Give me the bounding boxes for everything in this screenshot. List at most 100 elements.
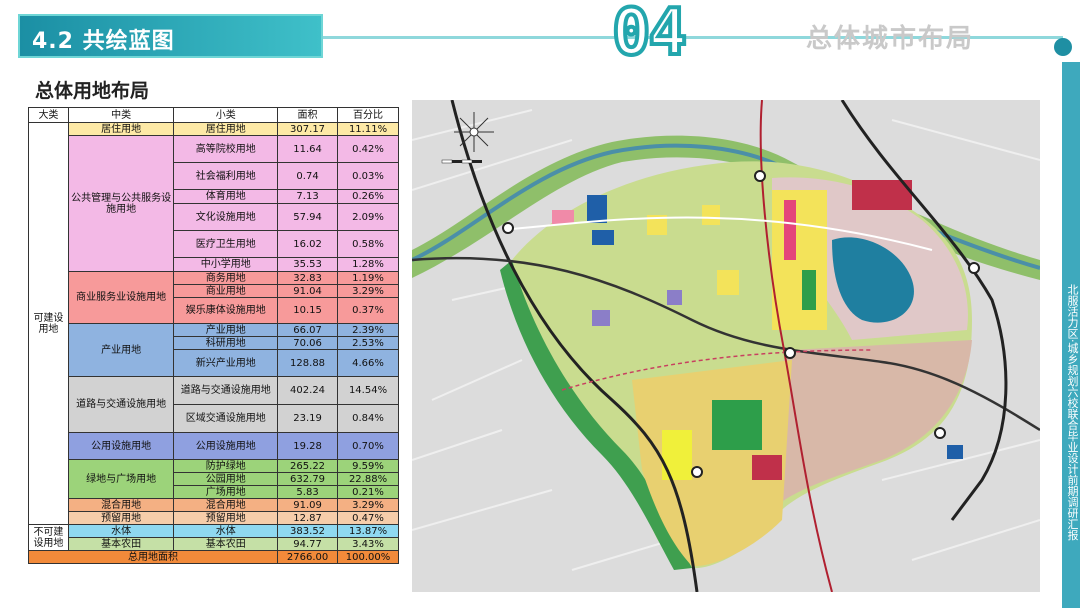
cell-sub: 预留用地 (173, 511, 279, 525)
mid-public: 公共管理与公共服务设施用地 (67, 135, 175, 272)
cell-pct: 0.21% (337, 485, 399, 499)
cell-pct: 9.59% (337, 459, 399, 473)
cell-area: 7.13 (277, 189, 339, 204)
table-row: 道路与交通设施用地 道路与交通设施用地 402.24 14.54% (29, 376, 399, 433)
cell-sub: 防护绿地 (173, 459, 279, 473)
cell-area: 66.07 (277, 323, 339, 337)
cell-pct: 0.58% (337, 230, 399, 258)
mid-utility: 公用设施用地 (67, 432, 175, 460)
table-row: 商业服务业设施用地 商务用地 32.83 1.19% (29, 271, 399, 324)
table-row: 公用设施用地 公用设施用地 19.28 0.70% (29, 432, 399, 460)
map-block-yellow-s (662, 430, 692, 480)
side-bar: 北服活力区·城乡规划六校联合毕业设计前期调研汇报 (1062, 62, 1080, 608)
table-row: 娱乐康体设施用地 10.15 0.37% (29, 297, 399, 324)
cell-pct: 0.26% (337, 189, 399, 204)
table-row: 文化设施用地 57.94 2.09% (29, 203, 399, 231)
cell-area: 19.28 (277, 432, 339, 460)
map-block-red (852, 180, 912, 210)
cell-area: 307.17 (277, 122, 339, 136)
decorative-dot (1054, 38, 1072, 56)
table-total-row: 总用地面积 2766.00 100.00% (27, 550, 399, 564)
cell-sub: 公用设施用地 (173, 432, 279, 460)
cell-pct: 4.66% (337, 349, 399, 377)
mid-industry: 产业用地 (67, 323, 175, 377)
cell-sub: 商业用地 (173, 284, 279, 298)
section-title: 总体城市布局 (806, 24, 975, 54)
cell-area: 32.83 (277, 271, 339, 285)
cell-sub: 医疗卫生用地 (173, 230, 279, 258)
map-urban-texture (412, 109, 1040, 571)
table-row: 新兴产业用地 128.88 4.66% (29, 349, 399, 377)
cell-sub: 新兴产业用地 (173, 349, 279, 377)
map-district-se (752, 340, 972, 510)
mid-green: 绿地与广场用地 (67, 459, 175, 499)
total-area: 2766.00 (277, 550, 339, 564)
cell-sub: 商务用地 (173, 271, 279, 285)
table-row: 公共管理与公共服务设施用地 高等院校用地 11.64 0.42% (29, 135, 399, 272)
cell-pct: 11.11% (337, 122, 399, 136)
cell-area: 57.94 (277, 203, 339, 231)
cell-area: 128.88 (277, 349, 339, 377)
table-row: 不可建设用地 水体 水体 383.52 13.87% (28, 524, 399, 551)
header-subclass: 小类 (173, 107, 279, 123)
map-park-south (712, 400, 762, 450)
cell-sub: 混合用地 (173, 498, 279, 512)
map-roads (412, 100, 1040, 592)
table-header-row: 大类 中类 小类 面积 百分比 (28, 107, 399, 123)
table-row: 广场用地 5.83 0.21% (29, 485, 399, 499)
cell-area: 94.77 (277, 537, 339, 551)
page-subtitle: 总体用地布局 (35, 80, 150, 102)
cell-sub: 产业用地 (173, 323, 279, 337)
mid-water: 水体 (67, 524, 175, 538)
cell-pct: 0.70% (337, 432, 399, 460)
cell-area: 10.15 (277, 297, 339, 324)
cell-area: 5.83 (277, 485, 339, 499)
cell-area: 12.87 (277, 511, 339, 525)
cell-area: 632.79 (277, 472, 339, 486)
cell-area: 35.53 (277, 257, 339, 272)
mid-transport: 道路与交通设施用地 (67, 376, 175, 433)
cell-area: 23.19 (277, 404, 339, 433)
map-block-red-s (752, 455, 782, 480)
cell-sub: 文化设施用地 (173, 203, 279, 231)
scale-bar-icon (441, 159, 482, 164)
header-divider (323, 36, 1063, 39)
map-river-greenbelt (412, 135, 1040, 280)
section-number: 04 (610, 0, 689, 70)
cell-sub: 社会福利用地 (173, 162, 279, 190)
cell-pct: 1.19% (337, 271, 399, 285)
table-row: 社会福利用地 0.74 0.03% (29, 162, 399, 190)
map-green-belt-west (500, 260, 692, 570)
cell-sub: 公园用地 (173, 472, 279, 486)
mid-mixed: 混合用地 (67, 498, 175, 512)
mid-reserve: 预留用地 (67, 511, 175, 525)
cell-area: 91.09 (277, 498, 339, 512)
map-block-yellow (772, 190, 827, 330)
section-tag: 4.2 共绘蓝图 (18, 14, 323, 58)
mid-residential: 居住用地 (67, 122, 175, 136)
cell-pct: 22.88% (337, 472, 399, 486)
cell-sub: 高等院校用地 (173, 135, 279, 163)
cell-area: 91.04 (277, 284, 339, 298)
map-block-commercial (784, 200, 796, 260)
cell-pct: 2.09% (337, 203, 399, 231)
cell-sub: 中小学用地 (173, 257, 279, 272)
mid-farm: 基本农田 (67, 537, 175, 551)
compass-icon (454, 112, 494, 152)
table-row: 绿地与广场用地 防护绿地 265.22 9.59% (29, 459, 399, 499)
map-lake (832, 237, 914, 323)
cell-pct: 2.53% (337, 336, 399, 350)
cell-area: 402.24 (277, 376, 339, 405)
land-use-table: 大类 中类 小类 面积 百分比 可建设用地 居住用地 居住用地 307.17 1… (27, 107, 399, 564)
cell-pct: 0.37% (337, 297, 399, 324)
table-row: 产业用地 产业用地 66.07 2.39% (29, 323, 399, 377)
cell-sub: 科研用地 (173, 336, 279, 350)
header-area: 面积 (277, 107, 339, 123)
group-buildable: 可建设用地 (28, 122, 69, 525)
table-row: 基本农田 基本农田 94.77 3.43% (29, 537, 399, 551)
cell-sub: 广场用地 (173, 485, 279, 499)
map-interchanges (502, 170, 980, 478)
section-tag-label: 4.2 共绘蓝图 (32, 29, 175, 54)
mid-commercial: 商业服务业设施用地 (67, 271, 175, 324)
cell-pct: 3.43% (337, 537, 399, 551)
